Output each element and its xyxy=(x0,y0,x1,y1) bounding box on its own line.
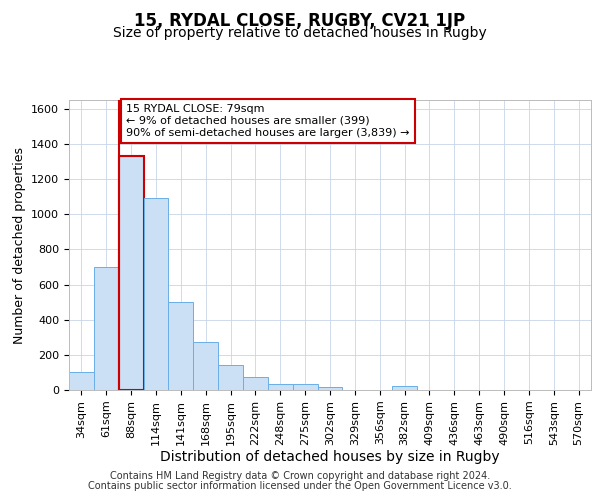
Text: Size of property relative to detached houses in Rugby: Size of property relative to detached ho… xyxy=(113,26,487,40)
Bar xyxy=(169,302,193,390)
Bar xyxy=(243,377,268,390)
Bar xyxy=(218,366,243,390)
Text: 15 RYDAL CLOSE: 79sqm
← 9% of detached houses are smaller (399)
90% of semi-deta: 15 RYDAL CLOSE: 79sqm ← 9% of detached h… xyxy=(126,104,410,138)
Bar xyxy=(119,156,143,390)
Bar xyxy=(143,198,169,390)
Bar xyxy=(392,386,417,390)
Text: Contains public sector information licensed under the Open Government Licence v3: Contains public sector information licen… xyxy=(88,481,512,491)
Bar xyxy=(193,342,218,390)
Text: 15, RYDAL CLOSE, RUGBY, CV21 1JP: 15, RYDAL CLOSE, RUGBY, CV21 1JP xyxy=(134,12,466,30)
Bar xyxy=(268,384,293,390)
Bar xyxy=(317,388,343,390)
Text: Contains HM Land Registry data © Crown copyright and database right 2024.: Contains HM Land Registry data © Crown c… xyxy=(110,471,490,481)
Bar xyxy=(69,372,94,390)
Y-axis label: Number of detached properties: Number of detached properties xyxy=(13,146,26,344)
Bar xyxy=(293,384,317,390)
X-axis label: Distribution of detached houses by size in Rugby: Distribution of detached houses by size … xyxy=(160,450,500,464)
Bar xyxy=(94,267,119,390)
